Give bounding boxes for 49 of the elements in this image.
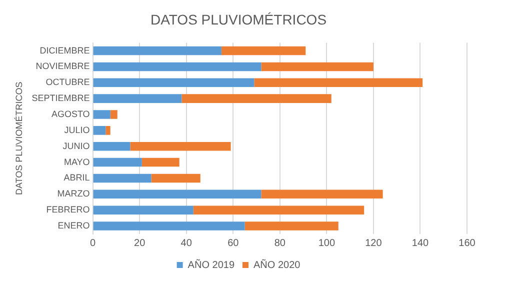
y-tick-label: FEBRERO bbox=[46, 204, 90, 215]
x-tick-label: 120 bbox=[365, 238, 382, 249]
bar bbox=[93, 206, 194, 214]
y-tick-label: JULIO bbox=[64, 124, 90, 135]
y-tick-label: ABRIL bbox=[64, 172, 90, 183]
bar bbox=[93, 110, 110, 119]
y-axis-title: DATOS PLUVIOMÉTRICOS bbox=[14, 82, 24, 195]
y-tick-label: ENERO bbox=[58, 220, 90, 231]
y-tick-label: SEPTIEMBRE bbox=[32, 93, 90, 104]
bar bbox=[193, 206, 364, 214]
bar bbox=[151, 174, 200, 183]
x-tick-label: 160 bbox=[458, 238, 476, 249]
y-tick-label: DICIEMBRE bbox=[40, 45, 90, 56]
y-tick-label: AGOSTO bbox=[51, 108, 90, 119]
bar bbox=[244, 222, 338, 230]
y-tick-label: MARZO bbox=[57, 188, 90, 199]
x-tick-label: 140 bbox=[412, 238, 430, 249]
legend-label: AÑO 2020 bbox=[254, 258, 301, 271]
bar bbox=[182, 94, 332, 103]
bar bbox=[93, 126, 106, 135]
bar bbox=[142, 158, 180, 167]
bar bbox=[93, 158, 142, 167]
bar bbox=[93, 94, 182, 103]
bar bbox=[93, 142, 130, 151]
chart-title: DATOS PLUVIOMÉTRICOS bbox=[150, 11, 327, 28]
bar bbox=[261, 190, 383, 199]
x-tick-label: 80 bbox=[274, 238, 286, 249]
x-tick-label: 20 bbox=[134, 238, 146, 249]
x-tick-label: 0 bbox=[90, 238, 96, 249]
bar bbox=[130, 142, 231, 151]
bar bbox=[110, 110, 118, 119]
bar bbox=[93, 174, 152, 183]
y-tick-label: JUNIO bbox=[62, 140, 90, 151]
y-tick-label: NOVIEMBRE bbox=[36, 61, 90, 72]
y-tick-label: OCTUBRE bbox=[46, 77, 90, 88]
legend-label: AÑO 2019 bbox=[188, 258, 235, 271]
x-tick-label: 40 bbox=[180, 238, 192, 249]
y-tick-label: MAYO bbox=[64, 156, 90, 167]
bar bbox=[93, 46, 222, 56]
x-tick-label: 100 bbox=[318, 238, 336, 249]
bar bbox=[221, 46, 306, 56]
bar bbox=[93, 222, 245, 230]
bar bbox=[106, 126, 110, 135]
bar bbox=[261, 62, 374, 72]
bar bbox=[93, 62, 262, 72]
bar bbox=[93, 78, 254, 88]
x-tick-label: 60 bbox=[228, 238, 240, 249]
bar bbox=[93, 190, 262, 199]
bar bbox=[254, 78, 423, 88]
